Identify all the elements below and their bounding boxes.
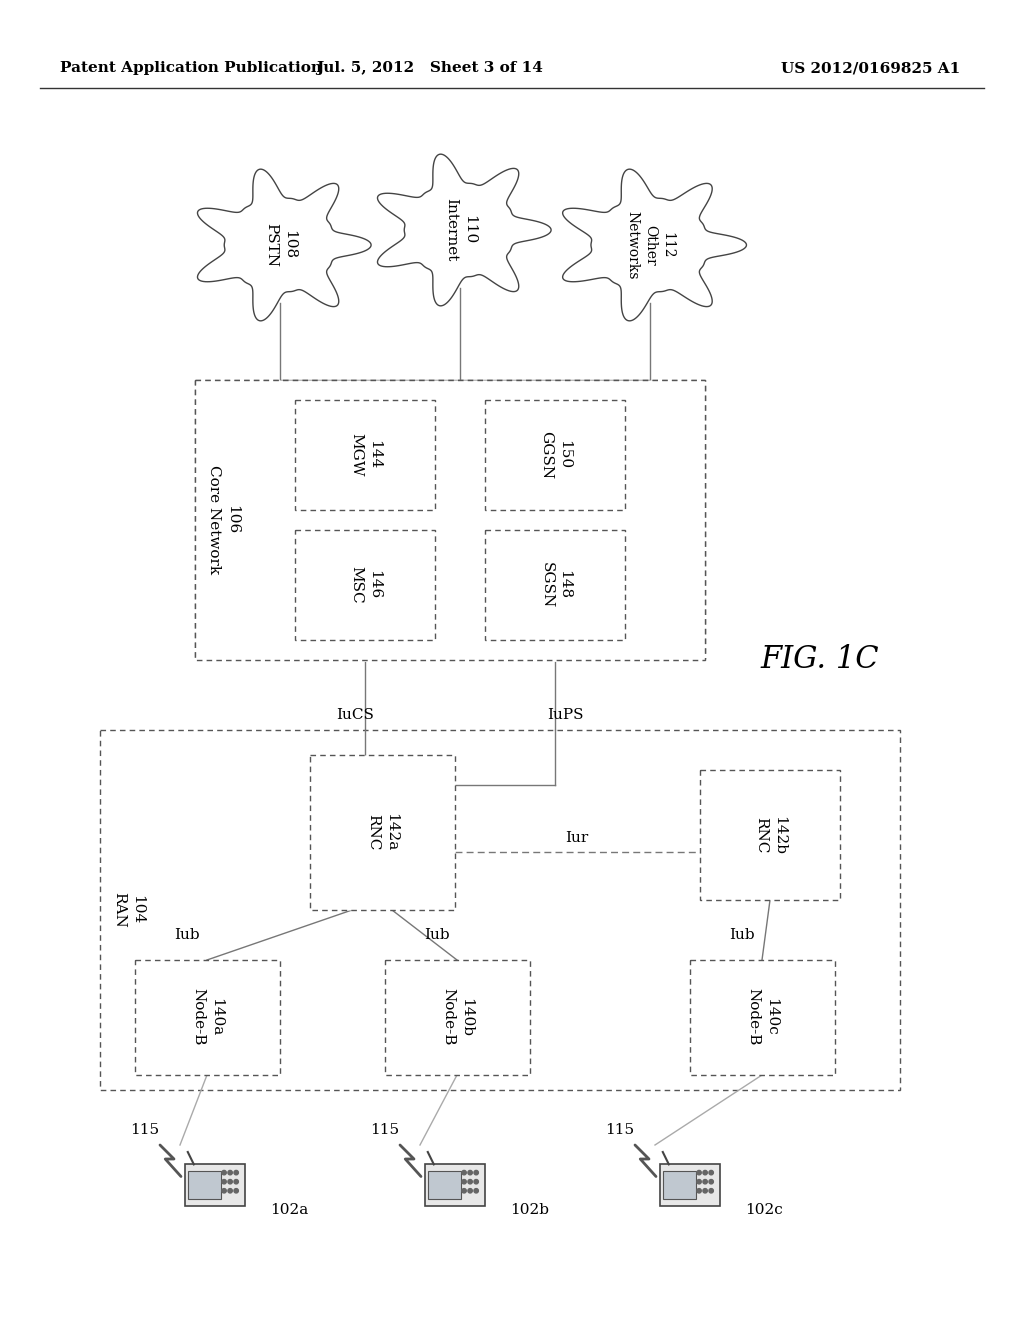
Polygon shape [562,169,746,321]
Circle shape [702,1180,708,1184]
Bar [195,380,705,660]
Circle shape [474,1171,478,1175]
Circle shape [462,1180,466,1184]
Circle shape [233,1180,239,1184]
Bar [135,960,280,1074]
Text: 140b
Node-B: 140b Node-B [441,989,473,1045]
Polygon shape [198,169,371,321]
Text: 104
RAN: 104 RAN [113,892,143,928]
Text: IuCS: IuCS [336,708,374,722]
Text: 140c
Node-B: 140c Node-B [746,989,777,1045]
Text: 144
MGW: 144 MGW [349,433,381,477]
Circle shape [228,1180,232,1184]
Circle shape [702,1188,708,1193]
Text: 142b
RNC: 142b RNC [755,816,785,854]
Text: 115: 115 [371,1123,399,1137]
Text: 110
Internet: 110 Internet [444,198,476,261]
Text: Iub: Iub [174,928,200,942]
Text: 106
Core Network: 106 Core Network [207,466,239,574]
Bar [485,531,625,640]
Bar [295,531,435,640]
Text: Iub: Iub [729,928,755,942]
Text: 146
MSC: 146 MSC [349,566,381,603]
Text: 140a
Node-B: 140a Node-B [191,989,222,1045]
Text: US 2012/0169825 A1: US 2012/0169825 A1 [780,61,961,75]
Bar [100,730,900,1090]
Text: 142a
RNC: 142a RNC [367,813,397,851]
Circle shape [697,1188,701,1193]
Text: Jul. 5, 2012   Sheet 3 of 14: Jul. 5, 2012 Sheet 3 of 14 [316,61,544,75]
Text: 112
Other
Networks: 112 Other Networks [626,211,674,280]
Bar [385,960,530,1074]
Bar [428,1171,461,1200]
Bar [485,400,625,510]
Text: 115: 115 [130,1123,160,1137]
Bar [187,1171,221,1200]
Text: 115: 115 [605,1123,635,1137]
Text: 102c: 102c [745,1203,782,1217]
Bar [690,960,835,1074]
Bar [310,755,455,909]
Circle shape [222,1180,226,1184]
Text: Iub: Iub [424,928,450,942]
Circle shape [709,1180,714,1184]
Circle shape [462,1188,466,1193]
Circle shape [228,1171,232,1175]
Bar [663,1171,696,1200]
Text: Iur: Iur [565,832,589,845]
Bar [184,1164,246,1205]
Circle shape [709,1171,714,1175]
Circle shape [233,1171,239,1175]
Circle shape [233,1188,239,1193]
Bar [659,1164,720,1205]
Circle shape [697,1180,701,1184]
Circle shape [468,1188,472,1193]
Circle shape [474,1188,478,1193]
Circle shape [474,1180,478,1184]
Bar [700,770,840,900]
Bar [295,400,435,510]
Circle shape [462,1171,466,1175]
Polygon shape [378,154,551,306]
Circle shape [468,1171,472,1175]
Circle shape [697,1171,701,1175]
Text: 102b: 102b [510,1203,549,1217]
Circle shape [222,1188,226,1193]
Text: 102a: 102a [270,1203,308,1217]
Text: FIG. 1C: FIG. 1C [761,644,880,676]
Circle shape [222,1171,226,1175]
Text: Patent Application Publication: Patent Application Publication [60,61,322,75]
Text: IuPS: IuPS [547,708,584,722]
Bar [195,380,705,660]
Bar [425,1164,485,1205]
Text: 148
SGSN: 148 SGSN [540,562,570,609]
Circle shape [228,1188,232,1193]
Text: 150
GGSN: 150 GGSN [540,430,570,479]
Circle shape [702,1171,708,1175]
Circle shape [468,1180,472,1184]
Text: 108
PSTN: 108 PSTN [264,223,296,267]
Circle shape [709,1188,714,1193]
